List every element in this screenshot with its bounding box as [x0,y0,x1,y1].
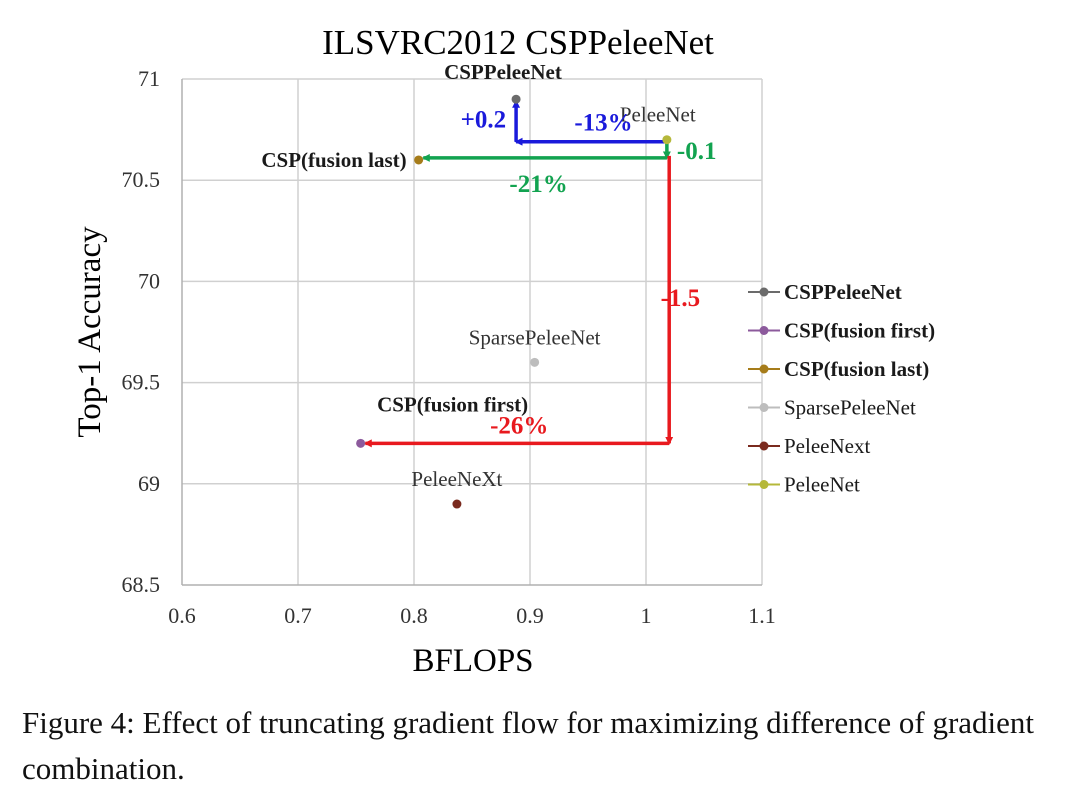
chart: ILSVRC2012 CSPPeleeNet 0.6 0.7 0.8 0.9 1 1.1 … [72,23,935,679]
legend-label: PeleeNext [784,434,870,458]
point-labels: CSPPeleeNet PeleeNet CSP(fusion last) Spars… [261,60,695,491]
chart-title: ILSVRC2012 CSPPeleeNet [322,23,714,62]
x-tick-label: 0.9 [516,603,544,628]
legend-label: CSP(fusion first) [784,319,935,343]
arrow-annotation: -13% [574,110,632,137]
legend-label: SparsePeleeNet [784,396,916,420]
data-point [662,135,672,145]
data-point [530,357,540,367]
data-points [356,94,672,509]
data-point [511,94,521,104]
legend-label: CSP(fusion last) [784,357,929,381]
x-tick-label: 0.6 [168,603,196,628]
legend-label: CSPPeleeNet [784,280,902,304]
arrows [363,99,674,448]
x-tick-label: 1 [641,603,652,628]
point-label: CSP(fusion last) [261,148,406,172]
x-tick-label: 0.7 [284,603,312,628]
y-tick-labels: 68.5 69 69.5 70 70.5 71 [122,66,161,597]
point-label: SparsePeleeNet [469,325,601,349]
legend: CSPPeleeNet CSP(fusion first) CSP(fusion l… [748,280,935,497]
legend-marker [759,480,769,489]
point-label: CSP(fusion first) [377,392,528,416]
point-label: PeleeNet [620,103,696,127]
legend-label: PeleeNet [784,473,860,497]
arrow-annotation: +0.2 [461,107,507,134]
legend-marker [759,403,769,412]
axes [181,79,762,586]
arrow-annotation: -0.1 [677,138,717,165]
data-point [452,499,462,509]
x-axis-label: BFLOPS [412,643,533,679]
arrow-annotation: -1.5 [661,285,701,312]
figure-caption: Figure 4: Effect of truncating gradient … [22,705,1035,786]
x-tick-labels: 0.6 0.7 0.8 0.9 1 1.1 [168,603,776,628]
data-point [414,155,424,165]
data-point [356,438,366,448]
y-tick-label: 70 [138,268,160,293]
x-tick-label: 1.1 [748,603,776,628]
y-tick-label: 69 [138,471,160,496]
legend-marker [759,287,769,297]
point-label: CSPPeleeNet [444,60,562,84]
legend-marker [759,441,769,451]
y-tick-label: 68.5 [122,572,161,597]
y-tick-label: 71 [138,66,160,91]
legend-marker [759,364,769,374]
x-tick-label: 0.8 [400,603,428,628]
y-tick-label: 69.5 [122,370,161,395]
arrow-annotation: -26% [490,412,548,439]
arrow-annotations: +0.2 -13% -0.1 -21% -1.5 -26% [461,107,717,440]
y-axis-label: Top-1 Accuracy [72,226,108,438]
y-tick-label: 70.5 [122,167,161,192]
arrow-annotation: -21% [509,171,567,198]
point-label: PeleeNeXt [411,467,502,491]
legend-marker [759,326,769,335]
